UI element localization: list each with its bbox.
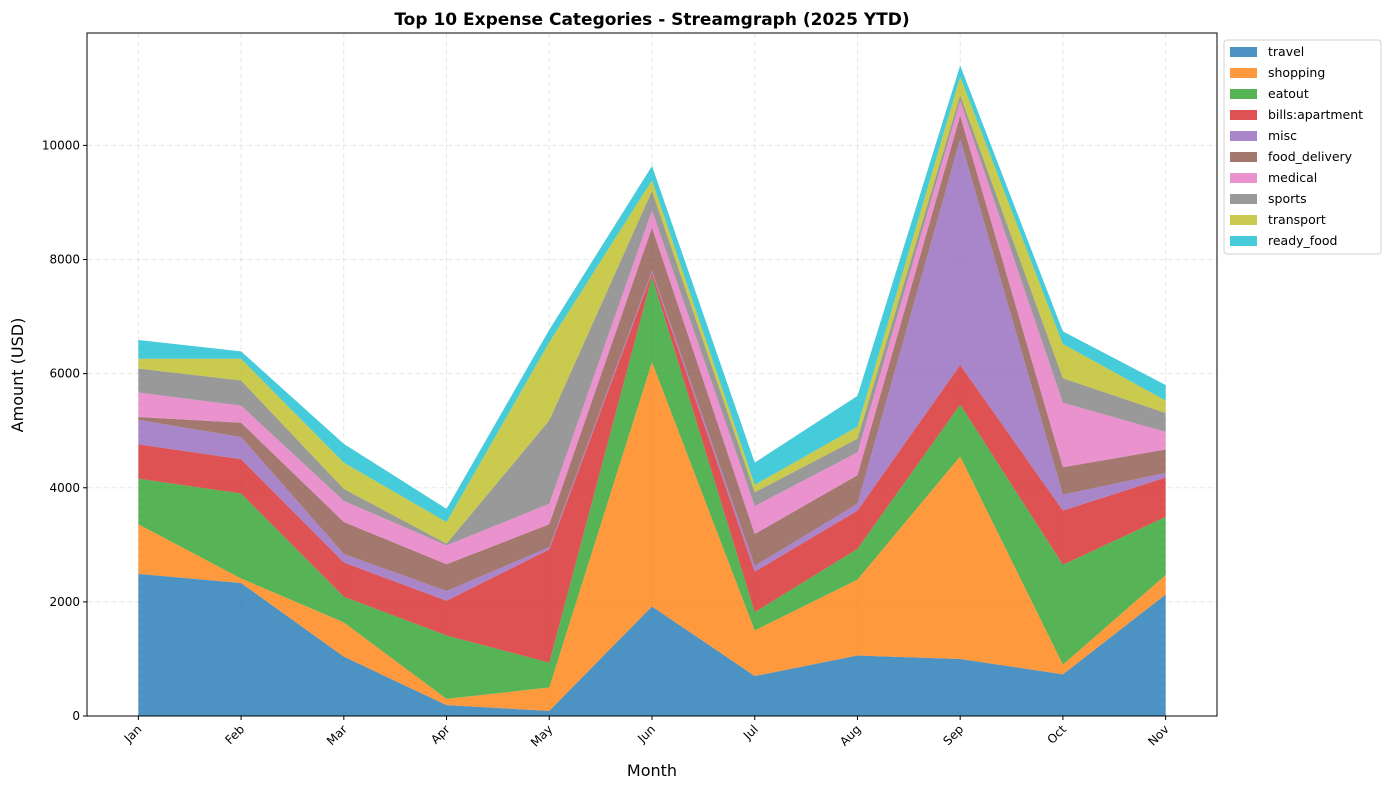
legend-swatch (1230, 236, 1257, 246)
x-tick-label: Apr (428, 722, 453, 747)
legend-item: misc (1230, 128, 1297, 143)
legend-item: travel (1230, 44, 1304, 59)
y-tick-label: 10000 (42, 138, 80, 152)
y-tick-label: 0 (72, 709, 80, 723)
legend-swatch (1230, 173, 1257, 183)
legend: travel shopping eatout bills:apartment misc f… (1223, 39, 1382, 255)
x-tick-label: Feb (222, 722, 247, 747)
x-tick-label: Jan (121, 722, 145, 746)
legend-swatch (1230, 110, 1257, 120)
legend-item: food_delivery (1230, 149, 1353, 164)
legend-item: shopping (1230, 65, 1325, 80)
legend-item: bills:apartment (1230, 107, 1363, 122)
legend-swatch (1230, 47, 1257, 57)
legend-label: sports (1268, 191, 1307, 206)
x-tick-label: May (528, 722, 555, 749)
legend-item: transport (1230, 212, 1326, 227)
area-travel (138, 573, 1166, 716)
area-shopping (138, 362, 1166, 711)
area-eatout (138, 276, 1166, 699)
x-tick-label: Aug (837, 722, 863, 748)
legend-label: food_delivery (1268, 149, 1353, 164)
legend-item: sports (1230, 191, 1307, 206)
x-tick-label: Sep (940, 722, 966, 748)
chart-title: Top 10 Expense Categories - Streamgraph … (394, 10, 909, 30)
legend-item: medical (1230, 170, 1317, 185)
legend-swatch (1230, 152, 1257, 162)
legend-item: ready_food (1230, 233, 1337, 248)
legend-swatch (1230, 68, 1257, 78)
stacked-areas (138, 65, 1166, 716)
legend-label: travel (1268, 44, 1304, 59)
x-tick-label: Mar (324, 722, 350, 748)
x-axis-ticks: Jan Feb Mar Apr May Jun Jul Aug Sep Oct Nov (121, 716, 1172, 750)
legend-item: eatout (1230, 86, 1309, 101)
legend-swatch (1230, 215, 1257, 225)
x-tick-label: Nov (1145, 722, 1171, 748)
legend-label: ready_food (1268, 233, 1337, 248)
legend-label: transport (1268, 212, 1326, 227)
y-tick-label: 4000 (49, 481, 80, 495)
legend-label: eatout (1268, 86, 1309, 101)
legend-label: bills:apartment (1268, 107, 1363, 122)
legend-label: shopping (1268, 65, 1325, 80)
x-axis-label: Month (627, 761, 677, 780)
legend-frame (1223, 39, 1382, 255)
y-tick-label: 8000 (49, 253, 80, 267)
legend-label: misc (1268, 128, 1297, 143)
y-tick-label: 6000 (49, 367, 80, 381)
y-axis-ticks: 0 2000 4000 6000 8000 10000 (42, 138, 87, 723)
legend-label: medical (1268, 170, 1317, 185)
legend-swatch (1230, 89, 1257, 99)
x-tick-label: Oct (1044, 722, 1069, 747)
x-tick-label: Jun (634, 722, 658, 746)
legend-swatch (1230, 131, 1257, 141)
legend-swatch (1230, 194, 1257, 204)
x-tick-label: Jul (740, 722, 761, 743)
y-axis-label: Amount (USD) (8, 318, 27, 433)
y-tick-label: 2000 (49, 595, 80, 609)
